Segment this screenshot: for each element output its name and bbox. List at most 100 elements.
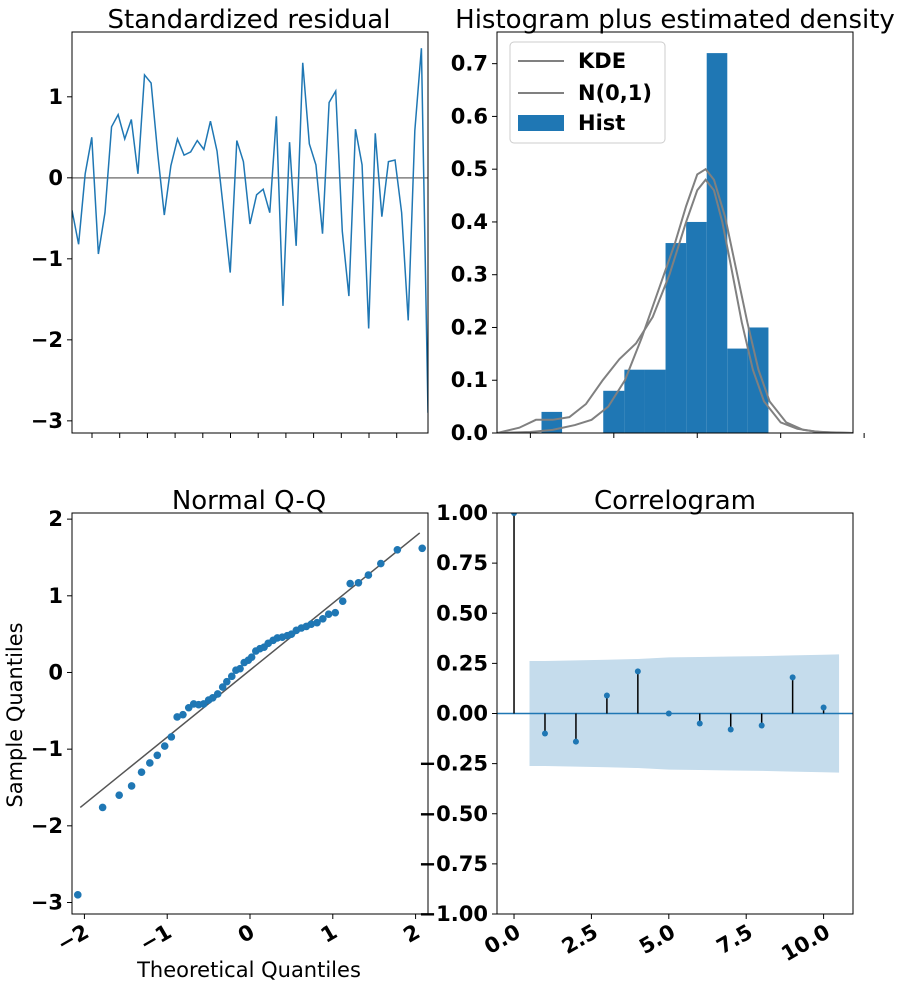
histogram-ytick-label: 0.6 bbox=[451, 104, 488, 128]
qq-ytick-label: −3 bbox=[31, 890, 63, 914]
histogram-ytick-label: 0.2 bbox=[451, 315, 488, 339]
qq-point bbox=[137, 768, 146, 776]
correlogram-ytick-label: 0.50 bbox=[436, 601, 488, 625]
acf-marker bbox=[572, 738, 579, 745]
correlogram-xtick-label: 7.5 bbox=[712, 920, 756, 959]
histogram-bar bbox=[747, 327, 769, 433]
histogram-ytick-label: 0.1 bbox=[451, 368, 488, 392]
qq-ytick-label: −2 bbox=[31, 814, 63, 838]
qq-point bbox=[236, 664, 244, 673]
residual-plot-area bbox=[72, 48, 428, 413]
qq-point bbox=[331, 608, 340, 617]
qq-ylabel: Sample Quantiles bbox=[3, 622, 27, 807]
qq-point bbox=[324, 610, 333, 619]
correlogram-xtick-label: 2.5 bbox=[558, 920, 602, 959]
qq-point bbox=[227, 672, 236, 681]
residual-series-line bbox=[72, 48, 428, 413]
acf-marker bbox=[665, 710, 672, 717]
histogram-title: Histogram plus estimated density bbox=[455, 5, 895, 35]
residual-ytick-label: −1 bbox=[31, 247, 63, 271]
qq-point bbox=[393, 546, 402, 554]
correlogram-ytick-label: −1.00 bbox=[419, 902, 488, 926]
acf-marker bbox=[634, 668, 641, 675]
qq-point bbox=[313, 618, 321, 627]
qq-xtick-label: −2 bbox=[53, 920, 93, 957]
qq-axes-frame bbox=[71, 512, 429, 915]
histogram-bar bbox=[686, 221, 707, 433]
correlogram-ytick-label: −0.50 bbox=[419, 802, 488, 826]
correlogram-axes-frame bbox=[496, 512, 854, 915]
qq-xtick-label: 1 bbox=[317, 920, 342, 948]
histogram-bar bbox=[706, 53, 728, 433]
residual-ytick-label: −2 bbox=[31, 328, 63, 352]
correlogram-ytick-label: 0.75 bbox=[436, 551, 488, 575]
qq-ytick-label: 2 bbox=[48, 507, 63, 531]
qq-point bbox=[218, 683, 227, 691]
correlogram-title: Correlogram bbox=[594, 486, 756, 516]
histogram-ytick-label: 0.3 bbox=[451, 263, 488, 287]
qq-xtick-label: −1 bbox=[136, 920, 176, 957]
correlogram-ytick-label: −0.25 bbox=[419, 752, 488, 776]
histogram-ytick-label: 0.7 bbox=[451, 52, 488, 76]
acf-marker bbox=[789, 674, 796, 681]
standardized-residual-panel: Standardized residual 1 0 −1 −2 −3 bbox=[31, 5, 429, 438]
qq-point bbox=[173, 713, 181, 721]
normal-density-curve bbox=[497, 167, 853, 433]
qq-point bbox=[98, 803, 107, 812]
residual-axes-frame bbox=[71, 31, 429, 434]
qq-point bbox=[179, 710, 187, 719]
acf-marker bbox=[541, 730, 548, 737]
legend-entry-label: Hist bbox=[578, 111, 625, 135]
qq-point bbox=[319, 615, 327, 623]
qq-point bbox=[247, 653, 256, 661]
histogram-bar bbox=[624, 369, 645, 433]
histogram-panel: Histogram plus estimated density 0.0 0.1 0… bbox=[451, 5, 895, 445]
correlogram-ytick-label: 0.00 bbox=[436, 702, 488, 726]
qq-point bbox=[354, 578, 363, 587]
correlogram-ytick-label: 0.25 bbox=[436, 651, 488, 675]
qq-point bbox=[115, 791, 123, 799]
histogram-bar bbox=[644, 369, 666, 433]
acf-marker bbox=[727, 726, 734, 733]
histogram-bar bbox=[727, 348, 748, 433]
qq-point bbox=[364, 571, 373, 579]
qq-ytick-label: −1 bbox=[31, 737, 63, 761]
correlogram-ytick-label: 1.00 bbox=[436, 501, 488, 525]
acf-marker bbox=[820, 704, 827, 711]
histogram-plot-area bbox=[497, 53, 853, 433]
qq-point bbox=[167, 733, 176, 741]
correlogram-xtick-label: 10.0 bbox=[777, 920, 834, 967]
qq-point bbox=[153, 751, 162, 760]
qq-point bbox=[418, 544, 427, 553]
legend-entry-label: KDE bbox=[578, 49, 626, 73]
legend-hist-swatch bbox=[518, 115, 564, 131]
correlogram-panel: Correlogram 1.00 0.75 0.50 0.25 0.00 −0.25 −0.… bbox=[419, 486, 854, 967]
qq-ytick-label: 1 bbox=[48, 584, 63, 608]
qq-title: Normal Q-Q bbox=[172, 486, 326, 516]
histogram-ytick-label: 0.0 bbox=[451, 421, 488, 445]
kde-curve bbox=[497, 178, 853, 433]
correlogram-xtick-label: 5.0 bbox=[635, 920, 679, 959]
qq-xlabel: Theoretical Quantiles bbox=[136, 958, 361, 982]
histogram-ytick-label: 0.4 bbox=[451, 210, 488, 234]
histogram-bar bbox=[541, 411, 563, 433]
acf-marker bbox=[511, 513, 518, 516]
correlogram-plot-area bbox=[497, 513, 853, 773]
qq-point bbox=[377, 559, 385, 568]
qq-plot-area bbox=[73, 532, 427, 899]
residual-ytick-label: 0 bbox=[48, 166, 63, 190]
residual-ytick-label: −3 bbox=[31, 409, 63, 433]
histogram-bar bbox=[603, 390, 625, 433]
qq-point bbox=[127, 782, 136, 790]
legend-entry-label: N(0,1) bbox=[578, 81, 652, 105]
histogram-bar bbox=[665, 243, 687, 433]
qq-xtick-label: 0 bbox=[234, 920, 259, 948]
qq-reference-line bbox=[79, 532, 421, 809]
qq-point bbox=[338, 597, 347, 605]
qq-point bbox=[146, 759, 154, 767]
qq-point bbox=[213, 690, 222, 698]
histogram-legend: KDE N(0,1) Hist bbox=[509, 41, 666, 144]
qq-point bbox=[73, 891, 82, 899]
qq-point bbox=[307, 620, 316, 628]
